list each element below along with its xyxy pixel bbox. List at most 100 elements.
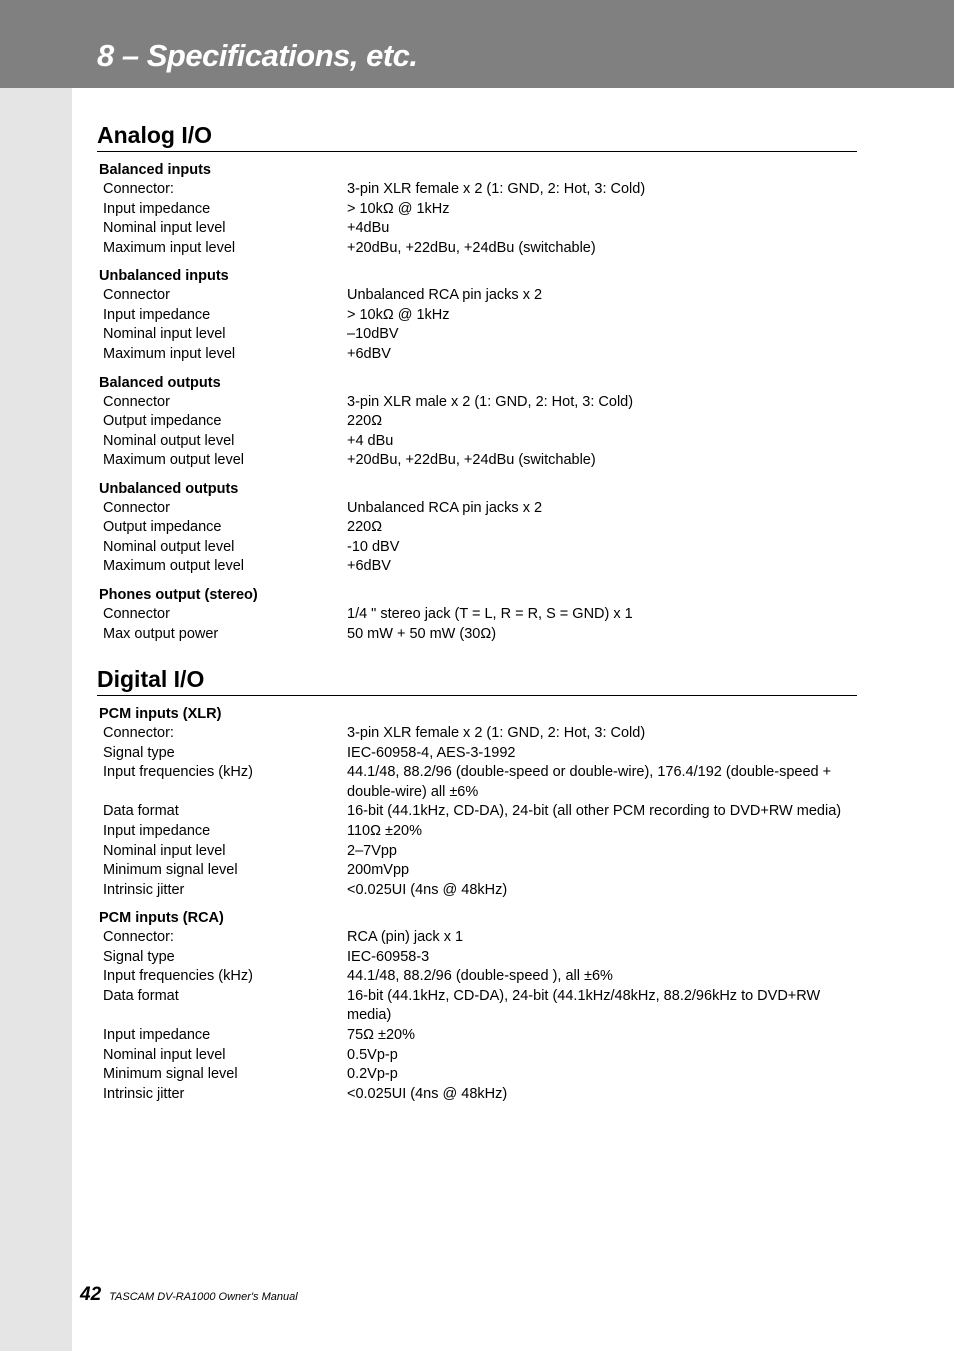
spec-label: Output impedance — [103, 518, 347, 538]
spec-row: Input impedance> 10kΩ @ 1kHz — [97, 306, 857, 326]
spec-row: Max output power50 mW + 50 mW (30Ω) — [97, 625, 857, 645]
spec-label: Connector: — [103, 928, 347, 948]
footer: 42 TASCAM DV-RA1000 Owner's Manual — [80, 1284, 298, 1306]
spec-label: Input impedance — [103, 306, 347, 326]
spec-value: 3-pin XLR female x 2 (1: GND, 2: Hot, 3:… — [347, 724, 857, 744]
spec-label: Max output power — [103, 625, 347, 645]
spec-value: RCA (pin) jack x 1 — [347, 928, 857, 948]
chapter-title: 8 – Specifications, etc. — [97, 38, 418, 74]
spec-label: Signal type — [103, 948, 347, 968]
spec-value: 16-bit (44.1kHz, CD-DA), 24-bit (44.1kHz… — [347, 987, 857, 1026]
spec-label: Maximum output level — [103, 451, 347, 471]
spec-row: Nominal input level0.5Vp-p — [97, 1046, 857, 1066]
spec-row: Nominal output level-10 dBV — [97, 538, 857, 558]
spec-value: 75Ω ±20% — [347, 1026, 857, 1046]
spec-value: 110Ω ±20% — [347, 822, 857, 842]
spec-value: 2–7Vpp — [347, 842, 857, 862]
group-title: Unbalanced outputs — [97, 481, 857, 497]
spec-label: Connector — [103, 393, 347, 413]
spec-label: Connector — [103, 605, 347, 625]
spec-row: Input frequencies (kHz)44.1/48, 88.2/96 … — [97, 763, 857, 802]
spec-row: Data format16-bit (44.1kHz, CD-DA), 24-b… — [97, 802, 857, 822]
spec-label: Nominal output level — [103, 538, 347, 558]
spec-value: +20dBu, +22dBu, +24dBu (switchable) — [347, 451, 857, 471]
group-title: Phones output (stereo) — [97, 587, 857, 603]
spec-value: 0.2Vp-p — [347, 1065, 857, 1085]
spec-row: Signal typeIEC-60958-4, AES-3-1992 — [97, 744, 857, 764]
spec-label: Minimum signal level — [103, 861, 347, 881]
spec-row: Output impedance220Ω — [97, 412, 857, 432]
spec-value: IEC-60958-4, AES-3-1992 — [347, 744, 857, 764]
section-title: Analog I/O — [97, 122, 857, 152]
spec-row: Intrinsic jitter<0.025UI (4ns @ 48kHz) — [97, 1085, 857, 1105]
spec-row: Input impedance> 10kΩ @ 1kHz — [97, 200, 857, 220]
spec-label: Nominal input level — [103, 325, 347, 345]
spec-row: ConnectorUnbalanced RCA pin jacks x 2 — [97, 286, 857, 306]
spec-value: > 10kΩ @ 1kHz — [347, 306, 857, 326]
spec-label: Minimum signal level — [103, 1065, 347, 1085]
spec-label: Input impedance — [103, 822, 347, 842]
spec-value: 3-pin XLR male x 2 (1: GND, 2: Hot, 3: C… — [347, 393, 857, 413]
left-side-bar — [0, 0, 72, 1351]
group-title: Balanced outputs — [97, 375, 857, 391]
spec-row: Input impedance110Ω ±20% — [97, 822, 857, 842]
spec-row: Signal typeIEC-60958-3 — [97, 948, 857, 968]
spec-row: Minimum signal level0.2Vp-p — [97, 1065, 857, 1085]
spec-label: Intrinsic jitter — [103, 881, 347, 901]
spec-label: Nominal input level — [103, 1046, 347, 1066]
spec-row: Input impedance75Ω ±20% — [97, 1026, 857, 1046]
spec-value: 1/4 " stereo jack (T = L, R = R, S = GND… — [347, 605, 857, 625]
spec-row: Maximum output level+20dBu, +22dBu, +24d… — [97, 451, 857, 471]
group-title: Balanced inputs — [97, 162, 857, 178]
spec-label: Data format — [103, 802, 347, 822]
spec-value: > 10kΩ @ 1kHz — [347, 200, 857, 220]
section-title: Digital I/O — [97, 666, 857, 696]
spec-value: +6dBV — [347, 557, 857, 577]
spec-value: -10 dBV — [347, 538, 857, 558]
spec-label: Connector — [103, 286, 347, 306]
spec-value: 200mVpp — [347, 861, 857, 881]
spec-row: Minimum signal level200mVpp — [97, 861, 857, 881]
spec-label: Connector: — [103, 180, 347, 200]
spec-row: Connector:3-pin XLR female x 2 (1: GND, … — [97, 724, 857, 744]
group-title: PCM inputs (XLR) — [97, 706, 857, 722]
group-title: PCM inputs (RCA) — [97, 910, 857, 926]
spec-value: Unbalanced RCA pin jacks x 2 — [347, 286, 857, 306]
spec-row: Maximum input level+20dBu, +22dBu, +24dB… — [97, 239, 857, 259]
spec-row: Connector:3-pin XLR female x 2 (1: GND, … — [97, 180, 857, 200]
spec-label: Input impedance — [103, 1026, 347, 1046]
spec-label: Maximum input level — [103, 345, 347, 365]
spec-value: 3-pin XLR female x 2 (1: GND, 2: Hot, 3:… — [347, 180, 857, 200]
spec-row: Nominal input level+4dBu — [97, 219, 857, 239]
spec-value: IEC-60958-3 — [347, 948, 857, 968]
content-area: Analog I/OBalanced inputsConnector:3-pin… — [97, 122, 857, 1104]
spec-label: Maximum output level — [103, 557, 347, 577]
spec-row: Maximum output level+6dBV — [97, 557, 857, 577]
group-title: Unbalanced inputs — [97, 268, 857, 284]
spec-value: 44.1/48, 88.2/96 (double-speed ), all ±6… — [347, 967, 857, 987]
spec-row: Data format16-bit (44.1kHz, CD-DA), 24-b… — [97, 987, 857, 1026]
spec-row: Input frequencies (kHz)44.1/48, 88.2/96 … — [97, 967, 857, 987]
spec-value: +4 dBu — [347, 432, 857, 452]
spec-label: Data format — [103, 987, 347, 1026]
spec-label: Nominal output level — [103, 432, 347, 452]
spec-row: Nominal input level2–7Vpp — [97, 842, 857, 862]
spec-label: Nominal input level — [103, 842, 347, 862]
spec-value: +20dBu, +22dBu, +24dBu (switchable) — [347, 239, 857, 259]
spec-label: Intrinsic jitter — [103, 1085, 347, 1105]
spec-value: <0.025UI (4ns @ 48kHz) — [347, 881, 857, 901]
spec-value: 220Ω — [347, 518, 857, 538]
spec-label: Nominal input level — [103, 219, 347, 239]
footer-text: TASCAM DV-RA1000 Owner's Manual — [109, 1291, 298, 1303]
spec-label: Input impedance — [103, 200, 347, 220]
spec-row: Connector1/4 " stereo jack (T = L, R = R… — [97, 605, 857, 625]
spec-value: 16-bit (44.1kHz, CD-DA), 24-bit (all oth… — [347, 802, 857, 822]
spec-label: Signal type — [103, 744, 347, 764]
spec-value: Unbalanced RCA pin jacks x 2 — [347, 499, 857, 519]
spec-value: 0.5Vp-p — [347, 1046, 857, 1066]
spec-value: 220Ω — [347, 412, 857, 432]
spec-row: Output impedance220Ω — [97, 518, 857, 538]
spec-value: 44.1/48, 88.2/96 (double-speed or double… — [347, 763, 857, 802]
spec-row: Nominal input level–10dBV — [97, 325, 857, 345]
spec-label: Input frequencies (kHz) — [103, 967, 347, 987]
